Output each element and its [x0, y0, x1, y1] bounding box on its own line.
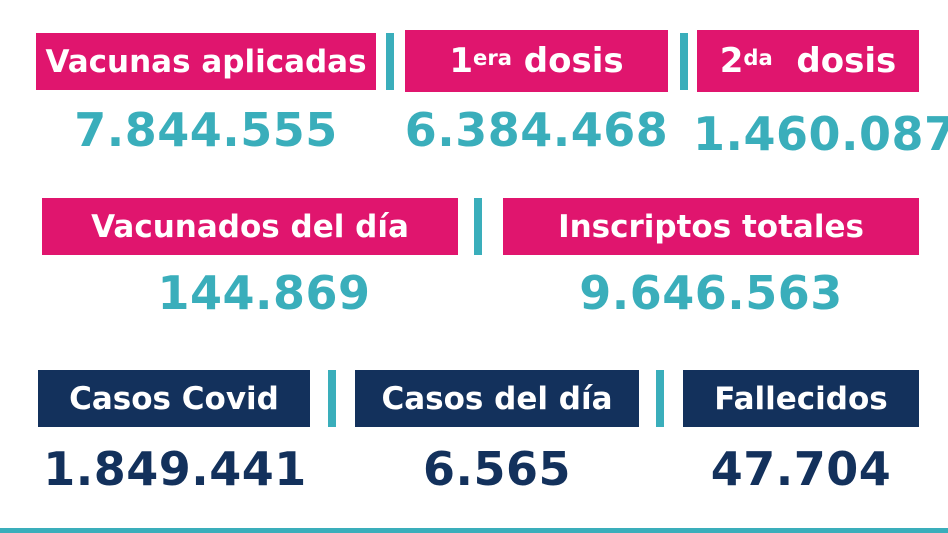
primera-dosis-text: dosis	[523, 41, 624, 81]
casos-del-dia-label: Casos del día	[355, 370, 639, 427]
segunda-dosis-num: 2	[719, 41, 744, 81]
segunda-dosis-text: dosis	[796, 41, 897, 81]
casos-del-dia-value: 6.565	[422, 442, 571, 496]
inscriptos-totales-value: 9.646.563	[579, 266, 843, 320]
separator-row1-a	[386, 33, 394, 90]
fallecidos-label-text: Fallecidos	[714, 380, 888, 417]
inscriptos-totales-label: Inscriptos totales	[503, 198, 919, 255]
bottom-divider	[0, 528, 948, 533]
fallecidos-label: Fallecidos	[683, 370, 919, 427]
vacunados-del-dia-label: Vacunados del día	[42, 198, 458, 255]
primera-dosis-value: 6.384.468	[404, 103, 669, 157]
vacunas-aplicadas-value: 7.844.555	[74, 103, 338, 157]
fallecidos-value: 47.704	[710, 442, 892, 496]
vacunados-del-dia-label-text: Vacunados del día	[91, 208, 409, 245]
separator-row3-b	[656, 370, 664, 427]
primera-dosis-num: 1	[449, 41, 474, 81]
casos-covid-label: Casos Covid	[38, 370, 310, 427]
casos-covid-label-text: Casos Covid	[69, 380, 279, 417]
vacunas-aplicadas-label-text: Vacunas aplicadas	[45, 43, 367, 80]
casos-del-dia-label-text: Casos del día	[381, 380, 613, 417]
vacunas-aplicadas-label: Vacunas aplicadas	[36, 33, 376, 90]
inscriptos-totales-label-text: Inscriptos totales	[558, 208, 864, 245]
separator-row1-b	[680, 33, 688, 90]
segunda-dosis-label: 2 da dosis	[697, 30, 919, 92]
primera-dosis-label: 1 era dosis	[405, 30, 668, 92]
casos-covid-value: 1.849.441	[43, 442, 307, 496]
separator-row3-a	[328, 370, 336, 427]
vacunados-del-dia-value: 144.869	[157, 266, 371, 320]
separator-row2	[474, 198, 482, 255]
segunda-dosis-value: 1.460.087	[693, 107, 948, 161]
